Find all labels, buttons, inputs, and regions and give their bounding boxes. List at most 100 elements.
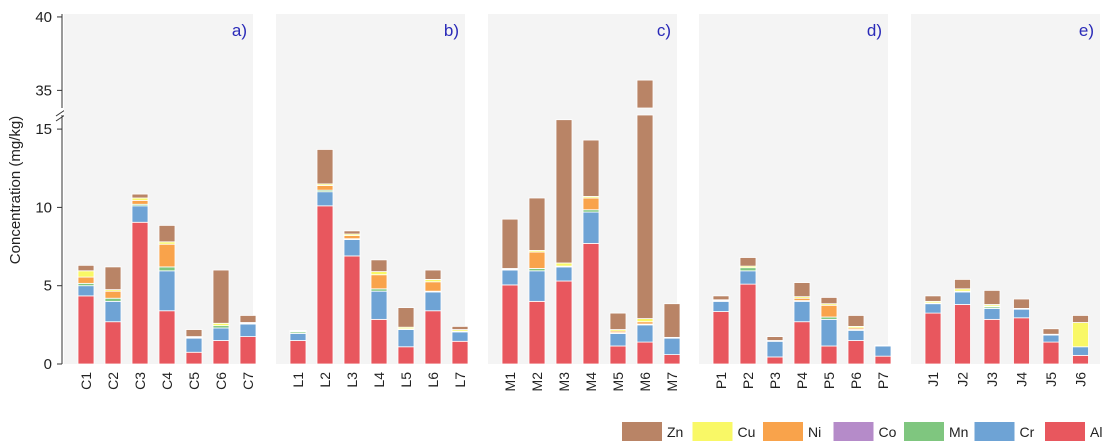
legend-item-Al: Al [1045,422,1102,441]
x-tick-label: C2 [105,372,121,390]
segment-Mn [158,266,176,272]
segment-Cr [766,340,784,358]
legend-item-Cr: Cr [974,422,1035,441]
x-tick-label: C4 [159,372,175,390]
bar-M6 [636,79,654,365]
segment-Al [663,354,681,365]
y-tick-label: 15 [35,121,52,138]
segment-Cu [636,318,654,323]
x-tick-label: P7 [875,372,891,389]
segment-Cr [501,269,519,286]
y-tick-label: 40 [35,9,52,26]
x-tick-label: L6 [425,372,441,388]
segment-Al [712,311,730,365]
bar-C1 [77,264,95,365]
segment-Zn [712,295,730,301]
panel-c: c) M1 M2 M3 M4 M5 M6 M7 [488,14,681,392]
x-tick-label: L3 [344,372,360,388]
legend-label: Co [879,424,897,440]
legend-label: Cu [738,424,756,440]
segment-Zn [289,329,307,332]
legend-label: Al [1090,424,1102,440]
segment-Zn [820,297,838,305]
segment-Cr [1042,334,1060,343]
bar-M7 [663,303,681,365]
segment-Zn [212,269,230,324]
segment-Cu [555,262,573,267]
segment-Cr [555,266,573,282]
segment-Al [451,340,469,365]
panel-d: d) P1 P2 P3 P4 P5 P6 P7 [699,14,892,389]
segment-Ni [528,251,546,269]
panel-e: e) J1 J2 J3 J4 J5 J6 [911,14,1100,387]
x-tick-label: M6 [637,372,653,392]
panel-label: e) [1079,21,1094,40]
bar-M4 [582,139,600,365]
legend-swatch [833,422,874,441]
x-tick-label: C5 [186,372,202,390]
bar-P2 [739,257,757,365]
legend-swatch [692,422,733,441]
bar-L4 [370,259,388,365]
x-tick-label: M4 [583,372,599,392]
bar-J1 [924,295,942,365]
segment-Zn [239,315,257,323]
segment-Cr [451,331,469,342]
x-tick-label: C3 [132,372,148,390]
legend-item-Ni: Ni [763,422,821,441]
segment-Al [983,318,1001,365]
bar-C7 [239,315,257,365]
segment-Zn [739,257,757,267]
segment-Al [793,321,811,365]
legend-swatch [622,422,662,441]
bar-P4 [793,282,811,365]
segment-Cu [1072,322,1089,348]
segment-Ni [104,290,122,299]
segment-Zn [343,230,361,235]
segment-Cr [528,270,546,302]
x-tick-label: J3 [984,372,1000,387]
segment-Zn [582,139,600,197]
segment-Cr [793,300,811,323]
segment-Al [1072,354,1089,365]
segment-Cr [820,318,838,347]
segment-Al [158,310,176,365]
segment-Zn [954,279,971,290]
segment-Al [766,356,784,365]
segment-Zn [924,295,942,302]
panels: a) C1 C2 C3 C4 C5 C6 C7 b) L1 L2 L3 L4 L5 L6 L7 c) M1 M2 M3… [64,14,1100,391]
y-axis: 0 5 10 15 35 40 [35,9,69,373]
panel-label: d) [867,21,882,40]
segment-Al [239,336,257,365]
segment-Zn [316,149,334,185]
bar-C2 [104,266,122,365]
segment-Al [847,340,865,365]
segment-Cr [397,329,415,348]
segment-Zn [158,225,176,243]
segment-Ni [582,197,600,211]
segment-Cr [874,345,892,357]
segment-Cr [104,300,122,323]
segment-Al [289,340,307,365]
bar-J5 [1042,328,1060,365]
segment-Ni [131,199,149,205]
x-tick-label: C1 [78,372,94,390]
segment-Zn [451,326,469,330]
segment-Zn [609,312,627,330]
x-tick-label: M3 [556,372,572,392]
bar-P7 [874,344,892,365]
y-tick-label: 35 [35,82,52,99]
segment-Zn [528,197,546,251]
segment-Cr [582,211,600,244]
segment-Al [131,221,149,365]
panel-background [699,14,888,364]
segment-Zn [77,264,95,272]
bar-L7 [451,326,469,365]
segment-Zn [1072,315,1089,323]
segment-Mn [104,297,122,302]
panel-b: b) L1 L2 L3 L4 L5 L6 L7 [276,14,469,388]
segment-Zn [636,114,654,319]
segment-Ni [343,235,361,240]
legend-label: Zn [667,424,683,440]
